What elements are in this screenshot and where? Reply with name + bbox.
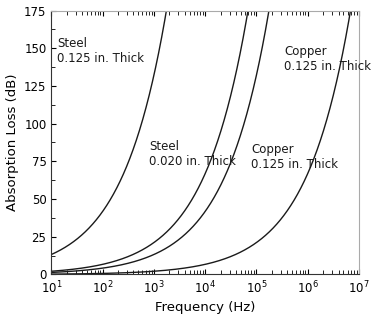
Text: Copper
0.125 in. Thick: Copper 0.125 in. Thick [252, 143, 339, 171]
Text: Steel
0.125 in. Thick: Steel 0.125 in. Thick [57, 37, 144, 65]
X-axis label: Frequency (Hz): Frequency (Hz) [155, 301, 255, 315]
Text: Steel
0.020 in. Thick: Steel 0.020 in. Thick [149, 140, 236, 168]
Y-axis label: Absorption Loss (dB): Absorption Loss (dB) [6, 74, 19, 211]
Text: Copper
0.125 in. Thick: Copper 0.125 in. Thick [284, 45, 371, 73]
